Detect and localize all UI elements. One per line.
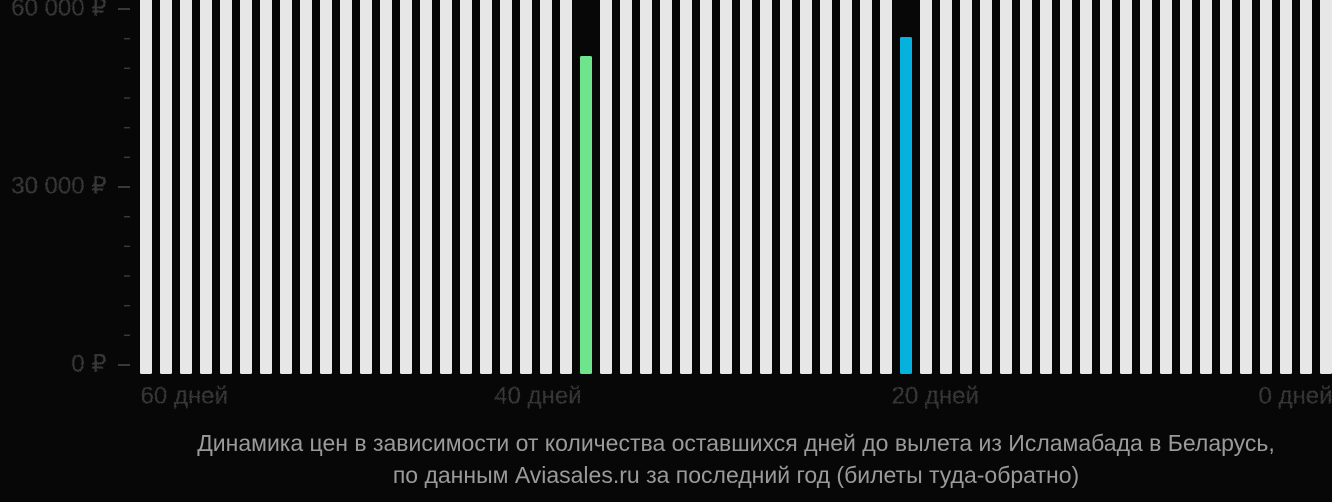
svg-text:20 дней: 20 дней xyxy=(891,382,978,409)
svg-text:30 000 ₽: 30 000 ₽ xyxy=(11,172,106,199)
svg-text:0 дней: 0 дней xyxy=(1258,382,1332,409)
svg-text:60 000 ₽: 60 000 ₽ xyxy=(11,0,106,21)
svg-text:60 дней: 60 дней xyxy=(140,382,227,409)
svg-text:40 дней: 40 дней xyxy=(494,382,581,409)
svg-text:0 ₽: 0 ₽ xyxy=(71,350,106,377)
